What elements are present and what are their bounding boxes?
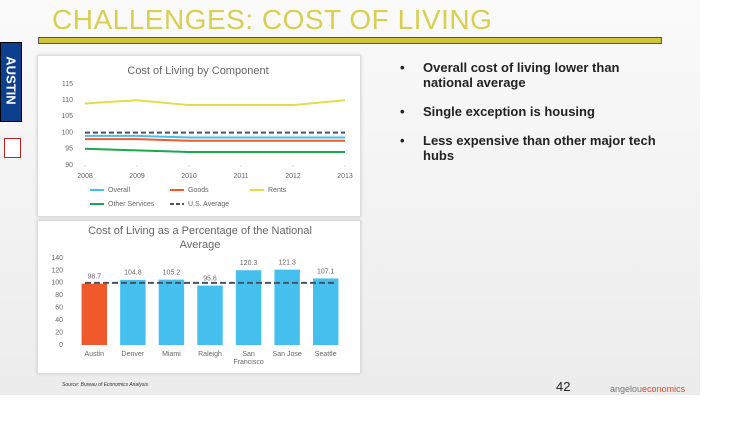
series-line	[84, 147, 345, 154]
x-tick-label: 2011	[233, 173, 248, 180]
bullet-list: Overall cost of living lower than nation…	[395, 60, 670, 177]
y-tick-label: 105	[61, 113, 73, 120]
y-tick-label: 140	[51, 255, 63, 262]
logo-badge	[4, 138, 21, 158]
data-label: 105.2	[163, 269, 181, 276]
x-tick-label: Austin	[84, 351, 105, 358]
x-tick-label: 2008	[77, 173, 93, 180]
bar	[81, 283, 108, 345]
bar	[235, 270, 262, 345]
x-tick-label: Denver	[121, 351, 145, 358]
y-tick-label: 95	[65, 146, 73, 153]
y-tick-label: 100	[61, 129, 73, 136]
bar	[274, 269, 300, 345]
x-tick-label: 2010	[181, 173, 197, 180]
data-label: 104.8	[124, 270, 142, 277]
data-label: 121.3	[278, 259, 296, 266]
slide-title: CHALLENGES: COST OF LIVING	[52, 4, 493, 35]
bar	[158, 279, 185, 345]
bar	[197, 285, 223, 345]
x-tick-label: 2012	[285, 173, 301, 180]
series-line	[85, 134, 345, 139]
sidebar: AUSTIN	[0, 42, 22, 122]
legend-label: Rents	[268, 187, 287, 194]
legend-label: Other Services	[108, 201, 155, 208]
y-tick-label: 60	[55, 305, 63, 312]
source: Source: Bureau of Economics Analysis	[62, 382, 148, 388]
logo: angeloueconomics	[610, 384, 685, 394]
logo-text: angelou	[610, 384, 643, 394]
x-tick-label: San Francisco	[233, 351, 264, 366]
y-tick-label: 115	[62, 81, 73, 88]
x-tick-label: Raleigh	[198, 351, 222, 358]
legend-label: Goods	[188, 187, 209, 194]
title-rule	[38, 37, 662, 44]
y-tick-label: 80	[55, 292, 63, 299]
chart-title: Cost of Living by Component	[127, 65, 269, 77]
data-label: 107.1	[317, 268, 335, 275]
y-tick-label: 40	[55, 317, 63, 324]
data-label: 98.7	[87, 274, 101, 281]
x-tick-label: Miami	[162, 351, 181, 358]
bar	[312, 278, 339, 345]
y-tick-label: 20	[55, 329, 63, 336]
y-tick-label: 120	[51, 267, 63, 274]
series-line	[85, 138, 345, 142]
y-tick-label: 100	[51, 280, 63, 287]
series-line	[84, 99, 346, 107]
x-tick-label: San Jose	[272, 351, 302, 358]
bullet: Less expensive than other major tech hub…	[395, 133, 670, 163]
y-tick-label: 0	[59, 342, 63, 349]
chart-title: Cost of Living as a Percentage of the Na…	[88, 225, 312, 251]
page-number: 42	[556, 379, 571, 394]
legend-label: U.S. Average	[188, 201, 229, 208]
y-tick-label: 90	[65, 162, 73, 169]
y-tick-label: 110	[62, 97, 73, 104]
legend-label: Overall	[108, 187, 131, 194]
x-tick-label: 2013	[337, 173, 353, 180]
bullet: Overall cost of living lower than nation…	[395, 60, 670, 90]
data-label: 95.6	[203, 275, 217, 282]
logo-text: economics	[642, 384, 686, 394]
bar	[120, 279, 146, 345]
data-label: 120.3	[240, 260, 258, 267]
bullet: Single exception is housing	[395, 104, 670, 119]
x-tick-label: 2009	[129, 173, 145, 180]
x-tick-label: Seattle	[314, 351, 337, 358]
